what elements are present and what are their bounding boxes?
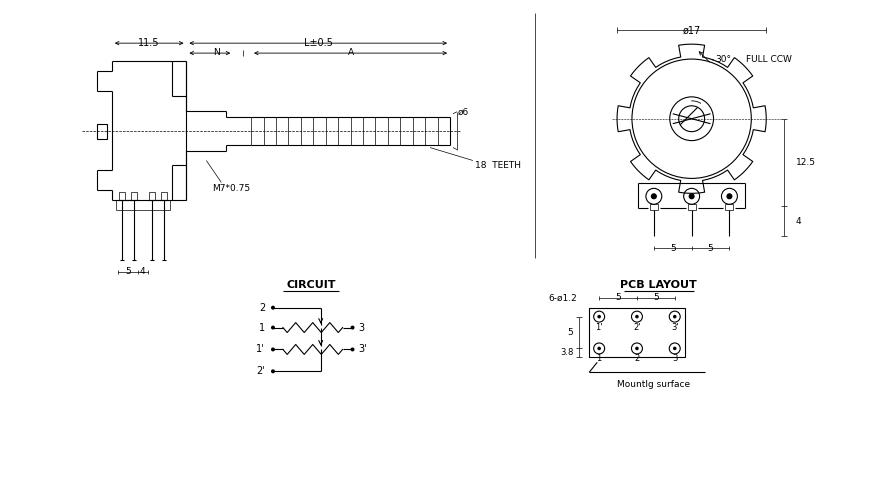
Circle shape [651, 194, 657, 199]
Text: 5: 5 [708, 244, 713, 252]
Text: A: A [348, 48, 354, 56]
Text: 2: 2 [634, 354, 640, 364]
Bar [726, 204, 734, 210]
Text: ø17: ø17 [683, 25, 701, 35]
Text: M7*0.75: M7*0.75 [212, 184, 250, 193]
Text: 3: 3 [358, 322, 365, 332]
Text: 30°: 30° [716, 54, 731, 64]
Text: 3: 3 [672, 354, 677, 364]
Circle shape [271, 306, 275, 310]
Text: 5: 5 [616, 293, 621, 302]
Circle shape [598, 346, 601, 350]
Text: Mountlg surface: Mountlg surface [617, 380, 691, 389]
Circle shape [635, 315, 639, 318]
Bar [97, 124, 107, 138]
Bar [160, 192, 167, 200]
Circle shape [350, 348, 355, 352]
Text: 5: 5 [670, 244, 676, 252]
Circle shape [689, 194, 694, 199]
Circle shape [673, 346, 676, 350]
Text: PCB LAYOUT: PCB LAYOUT [620, 280, 697, 290]
Text: 1: 1 [259, 322, 265, 332]
Circle shape [271, 370, 275, 374]
Text: 4: 4 [796, 216, 802, 226]
Circle shape [350, 326, 355, 330]
Circle shape [598, 315, 601, 318]
Circle shape [673, 315, 676, 318]
Bar [149, 192, 155, 200]
Text: 1': 1' [596, 322, 603, 332]
Text: CIRCUIT: CIRCUIT [286, 280, 335, 290]
Text: 11.5: 11.5 [138, 38, 159, 48]
Text: 3': 3' [671, 322, 678, 332]
Text: 5: 5 [653, 293, 659, 302]
Text: 2': 2' [633, 322, 641, 332]
Bar [119, 192, 125, 200]
Text: 2': 2' [256, 366, 265, 376]
Text: 2: 2 [259, 302, 265, 312]
Text: 5: 5 [125, 268, 131, 276]
Text: 1': 1' [256, 344, 265, 354]
Circle shape [271, 348, 275, 352]
Text: 5: 5 [567, 328, 573, 337]
Text: FULL CCW: FULL CCW [746, 54, 792, 64]
Text: 6-ø1.2: 6-ø1.2 [548, 293, 577, 302]
Circle shape [727, 194, 732, 199]
Text: ø6: ø6 [458, 108, 470, 116]
Text: 18  TEETH: 18 TEETH [475, 161, 521, 170]
Text: 3.8: 3.8 [560, 348, 573, 358]
Circle shape [271, 326, 275, 330]
Text: L±0.5: L±0.5 [304, 38, 332, 48]
Bar [590, 308, 685, 358]
Text: 12.5: 12.5 [796, 158, 816, 167]
Bar [131, 192, 137, 200]
Text: 3': 3' [358, 344, 367, 354]
Bar [650, 204, 658, 210]
Circle shape [635, 346, 639, 350]
Text: 1: 1 [597, 354, 602, 364]
Bar [687, 204, 695, 210]
Text: 4: 4 [140, 268, 145, 276]
Text: N: N [213, 48, 220, 56]
